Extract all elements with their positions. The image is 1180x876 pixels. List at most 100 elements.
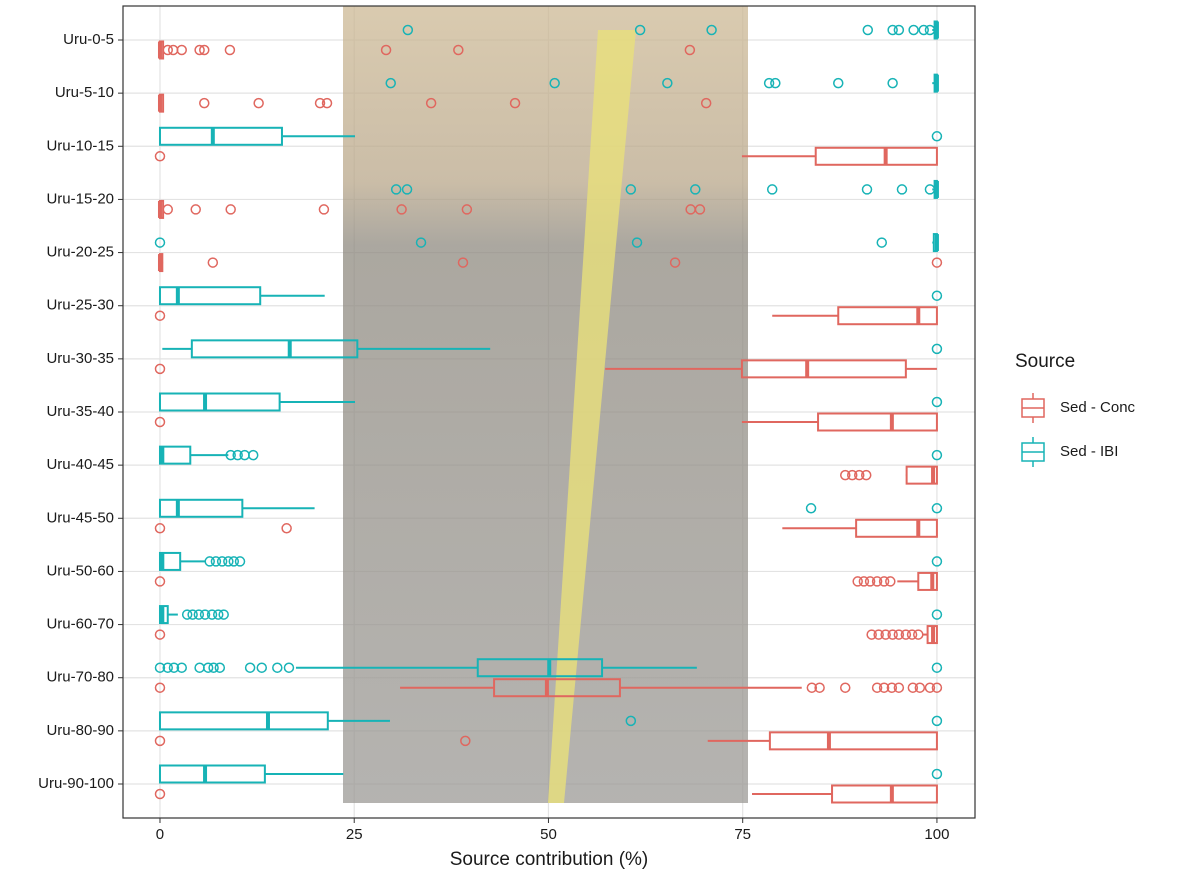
outlier bbox=[684, 44, 696, 56]
outlier bbox=[814, 682, 825, 693]
outlier bbox=[461, 204, 473, 215]
series bbox=[154, 40, 943, 804]
outlier bbox=[244, 662, 256, 673]
y-tick-label: Uru-45-50 bbox=[46, 509, 114, 526]
outlier bbox=[154, 237, 166, 248]
box bbox=[837, 306, 938, 326]
y-tick-label: Uru-5-10 bbox=[55, 84, 114, 101]
outlier bbox=[154, 310, 166, 321]
outlier bbox=[283, 662, 295, 673]
outlier bbox=[190, 204, 201, 215]
legend-label: Sed - Conc bbox=[1060, 399, 1136, 416]
outlier bbox=[193, 609, 205, 620]
outlier bbox=[154, 576, 166, 587]
outlier bbox=[763, 77, 775, 89]
legend-title: Source bbox=[1015, 351, 1075, 372]
outlier bbox=[314, 97, 326, 109]
outlier bbox=[860, 469, 872, 481]
y-tick-label: Uru-20-25 bbox=[46, 244, 114, 261]
outlier bbox=[256, 662, 268, 673]
x-tick-label: 75 bbox=[734, 826, 751, 843]
outlier bbox=[878, 576, 890, 587]
outlier bbox=[202, 662, 214, 673]
outlier bbox=[907, 682, 919, 693]
outlier bbox=[853, 469, 865, 481]
box bbox=[476, 658, 604, 678]
box bbox=[855, 518, 938, 538]
outlier bbox=[906, 629, 918, 640]
outlier bbox=[931, 343, 943, 355]
outlier bbox=[154, 523, 166, 534]
outlier bbox=[509, 97, 521, 109]
box bbox=[917, 571, 938, 591]
outlier bbox=[176, 662, 187, 673]
y-tick-label: Uru-60-70 bbox=[46, 616, 114, 633]
outlier bbox=[833, 77, 844, 89]
outlier bbox=[839, 469, 851, 481]
box bbox=[158, 711, 329, 731]
y-tick-label: Uru-50-60 bbox=[46, 562, 114, 579]
box bbox=[158, 392, 281, 412]
outlier bbox=[846, 469, 858, 481]
outlier bbox=[931, 290, 943, 301]
outlier bbox=[385, 77, 396, 89]
outlier bbox=[893, 682, 905, 693]
outlier bbox=[876, 237, 888, 248]
legend: Source Sed - Conc Sed - IBI bbox=[1015, 351, 1136, 467]
outlier bbox=[887, 629, 898, 640]
outlier bbox=[770, 77, 781, 89]
outlier bbox=[425, 97, 437, 109]
box bbox=[158, 126, 283, 146]
outlier bbox=[931, 257, 943, 268]
outlier bbox=[914, 682, 926, 693]
outlier bbox=[706, 24, 717, 36]
outlier bbox=[913, 629, 924, 640]
outlier bbox=[321, 97, 333, 109]
outlier bbox=[873, 629, 884, 640]
outlier bbox=[187, 609, 198, 620]
outlier bbox=[214, 662, 226, 673]
outlier bbox=[247, 449, 259, 461]
outlier bbox=[218, 609, 229, 620]
outlier bbox=[390, 184, 402, 195]
outlier bbox=[213, 609, 224, 620]
y-tick-label: Uru-15-20 bbox=[46, 190, 114, 207]
outlier bbox=[625, 184, 637, 195]
outlier bbox=[154, 788, 166, 800]
axes: 0 25 50 75 100 Uru-0-5 Uru-5-10 Uru-10-15 Uru-15… bbox=[38, 31, 949, 843]
outlier bbox=[862, 24, 874, 36]
outlier bbox=[176, 44, 187, 56]
outlier bbox=[931, 715, 943, 727]
outlier bbox=[225, 204, 236, 215]
box bbox=[768, 731, 938, 751]
box bbox=[814, 146, 938, 166]
outlier bbox=[766, 184, 778, 195]
outlier bbox=[871, 682, 883, 693]
x-tick-label: 0 bbox=[156, 826, 164, 843]
outlier bbox=[224, 44, 236, 56]
outlier bbox=[396, 204, 407, 215]
outlier bbox=[931, 662, 943, 673]
outlier bbox=[199, 97, 210, 109]
box bbox=[493, 678, 621, 698]
y-tick-label: Uru-35-40 bbox=[46, 403, 114, 420]
y-tick-label: Uru-70-80 bbox=[46, 669, 114, 686]
outlier bbox=[194, 44, 205, 56]
outlier bbox=[893, 24, 905, 36]
measuring-tape bbox=[548, 30, 636, 803]
outlier bbox=[162, 44, 174, 56]
outlier bbox=[700, 97, 712, 109]
outlier bbox=[380, 44, 392, 56]
outlier bbox=[918, 24, 929, 36]
outlier bbox=[805, 503, 817, 514]
outlier bbox=[625, 715, 637, 727]
outlier bbox=[861, 184, 873, 195]
box bbox=[190, 339, 359, 359]
box bbox=[158, 445, 192, 465]
outlier bbox=[931, 682, 943, 693]
outlier bbox=[199, 44, 210, 56]
outlier bbox=[318, 204, 330, 215]
outlier bbox=[893, 629, 905, 640]
